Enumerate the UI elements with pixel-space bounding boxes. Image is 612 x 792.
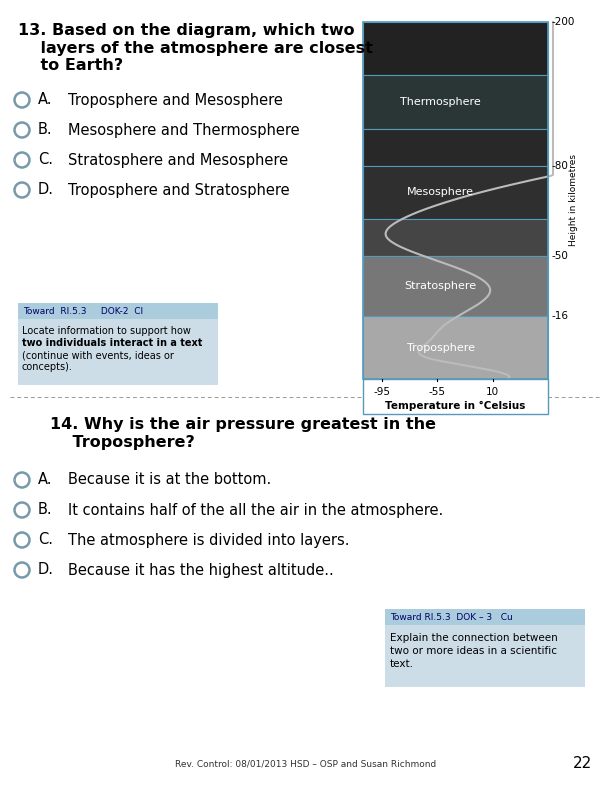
Text: It contains half of the all the air in the atmosphere.: It contains half of the all the air in t… [68,502,443,517]
Text: 14. Why is the air pressure greatest in the: 14. Why is the air pressure greatest in … [50,417,436,432]
Bar [363,22,548,379]
Text: Troposphere?: Troposphere? [50,436,195,451]
Text: C.: C. [38,532,53,547]
Text: two or more ideas in a scientific: two or more ideas in a scientific [390,646,557,656]
Text: 22: 22 [572,756,592,771]
Text: Height in kilometres: Height in kilometres [569,154,578,246]
Text: text.: text. [390,659,414,669]
Text: D.: D. [38,562,54,577]
Text: -200: -200 [551,17,575,27]
Text: Thermosphere: Thermosphere [400,97,481,107]
Bar [18,319,218,385]
Text: Toward RI.5.3  DOK – 3   Cu: Toward RI.5.3 DOK – 3 Cu [390,612,513,622]
Text: Troposphere and Mesosphere: Troposphere and Mesosphere [68,93,283,108]
Bar [363,379,548,414]
Text: A.: A. [38,93,53,108]
Text: Explain the connection between: Explain the connection between [390,633,558,643]
Text: Locate information to support how: Locate information to support how [22,326,191,336]
Text: Stratosphere: Stratosphere [405,281,477,291]
Bar [385,625,585,687]
Text: Troposphere: Troposphere [407,343,475,352]
Text: Mesosphere and Thermosphere: Mesosphere and Thermosphere [68,123,300,138]
Bar [363,317,548,379]
Text: -80: -80 [551,161,568,171]
Text: -16: -16 [551,311,568,322]
Text: The atmosphere is divided into layers.: The atmosphere is divided into layers. [68,532,349,547]
Bar [363,22,548,75]
Bar [18,303,218,319]
Bar [363,128,548,166]
Text: Temperature in °Celsius: Temperature in °Celsius [386,401,526,411]
Bar [363,166,548,219]
Text: C.: C. [38,153,53,167]
Text: concepts).: concepts). [22,362,73,372]
Bar [363,219,548,256]
Text: Toward  RI.5.3     DOK-2  CI: Toward RI.5.3 DOK-2 CI [23,307,143,315]
Text: Stratosphere and Mesosphere: Stratosphere and Mesosphere [68,153,288,167]
Text: layers of the atmosphere are closest: layers of the atmosphere are closest [18,40,373,55]
Text: D.: D. [38,182,54,197]
Text: -50: -50 [551,251,568,261]
Text: two individuals interact in a text: two individuals interact in a text [22,338,203,348]
Text: B.: B. [38,502,53,517]
Text: Because it has the highest altitude..: Because it has the highest altitude.. [68,562,334,577]
Text: B.: B. [38,123,53,138]
Text: Troposphere and Stratosphere: Troposphere and Stratosphere [68,182,289,197]
Text: to Earth?: to Earth? [18,59,123,74]
Text: Rev. Control: 08/01/2013 HSD – OSP and Susan Richmond: Rev. Control: 08/01/2013 HSD – OSP and S… [176,760,436,768]
Text: Mesosphere: Mesosphere [407,188,474,197]
Text: A.: A. [38,473,53,488]
Bar [385,609,585,625]
Text: 10: 10 [486,387,499,397]
Bar [363,256,548,317]
Bar [363,75,548,128]
Text: -95: -95 [373,387,390,397]
Text: Because it is at the bottom.: Because it is at the bottom. [68,473,271,488]
Text: (continue with events, ideas or: (continue with events, ideas or [22,350,174,360]
Text: -55: -55 [428,387,446,397]
Text: 13. Based on the diagram, which two: 13. Based on the diagram, which two [18,22,354,37]
